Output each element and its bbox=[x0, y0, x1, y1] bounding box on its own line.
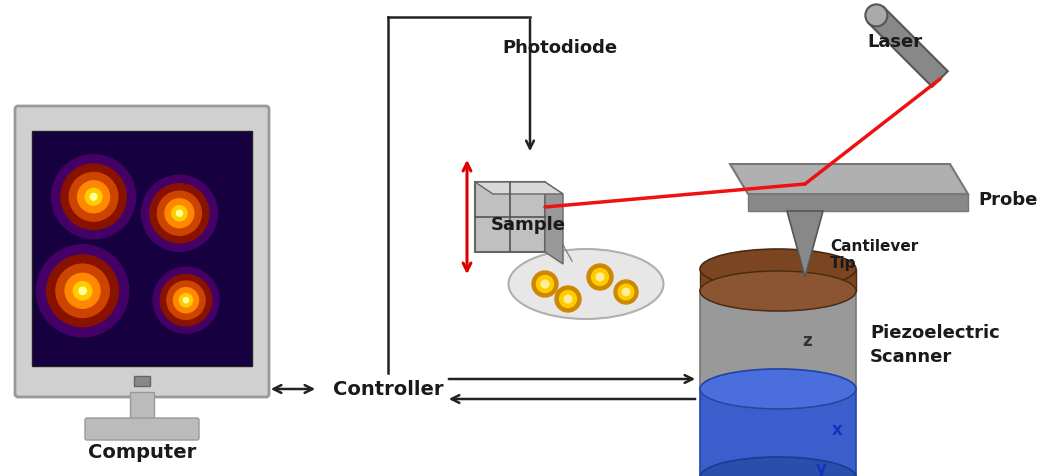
Circle shape bbox=[564, 296, 572, 303]
Circle shape bbox=[176, 211, 183, 217]
Text: Sample: Sample bbox=[491, 216, 565, 234]
Ellipse shape bbox=[700, 249, 856, 289]
Text: Computer: Computer bbox=[88, 443, 196, 462]
Bar bbox=[130, 392, 154, 422]
Text: y: y bbox=[816, 459, 827, 476]
Circle shape bbox=[559, 291, 577, 308]
Circle shape bbox=[865, 5, 887, 27]
Circle shape bbox=[85, 189, 102, 206]
Circle shape bbox=[618, 285, 634, 300]
Circle shape bbox=[172, 206, 187, 221]
Polygon shape bbox=[700, 269, 856, 291]
Ellipse shape bbox=[700, 369, 856, 409]
Circle shape bbox=[536, 276, 554, 293]
Circle shape bbox=[47, 256, 119, 327]
Circle shape bbox=[142, 176, 217, 252]
Ellipse shape bbox=[700, 369, 856, 409]
Bar bbox=[134, 376, 150, 386]
Circle shape bbox=[79, 288, 86, 295]
Polygon shape bbox=[475, 183, 563, 195]
Circle shape bbox=[90, 194, 97, 201]
Circle shape bbox=[153, 268, 219, 334]
Circle shape bbox=[61, 165, 126, 230]
FancyBboxPatch shape bbox=[15, 107, 269, 397]
Polygon shape bbox=[869, 9, 948, 88]
Polygon shape bbox=[475, 183, 545, 252]
Ellipse shape bbox=[700, 457, 856, 476]
Circle shape bbox=[51, 156, 135, 239]
Circle shape bbox=[150, 184, 209, 243]
Text: Controller: Controller bbox=[333, 380, 444, 399]
Polygon shape bbox=[545, 183, 563, 265]
Circle shape bbox=[69, 173, 117, 222]
Circle shape bbox=[587, 265, 613, 290]
Bar bbox=[700, 291, 856, 389]
Circle shape bbox=[614, 280, 638, 304]
Circle shape bbox=[179, 294, 193, 307]
Circle shape bbox=[165, 199, 194, 228]
Circle shape bbox=[173, 288, 198, 313]
Circle shape bbox=[555, 287, 581, 312]
Circle shape bbox=[160, 275, 212, 326]
Circle shape bbox=[592, 269, 608, 286]
Circle shape bbox=[73, 282, 92, 300]
Ellipse shape bbox=[700, 271, 856, 311]
Ellipse shape bbox=[509, 249, 664, 319]
FancyBboxPatch shape bbox=[85, 418, 199, 440]
Text: x: x bbox=[832, 420, 842, 438]
Circle shape bbox=[167, 281, 206, 320]
Polygon shape bbox=[787, 211, 823, 278]
Circle shape bbox=[184, 298, 189, 303]
Circle shape bbox=[596, 274, 604, 281]
Polygon shape bbox=[730, 165, 968, 195]
Bar bbox=[33, 132, 252, 366]
Text: Laser: Laser bbox=[868, 33, 922, 51]
Ellipse shape bbox=[700, 271, 856, 311]
Circle shape bbox=[541, 280, 549, 288]
Text: z: z bbox=[802, 331, 812, 349]
Bar bbox=[700, 389, 856, 476]
Circle shape bbox=[37, 245, 129, 337]
Circle shape bbox=[56, 265, 109, 318]
Circle shape bbox=[532, 271, 558, 298]
Circle shape bbox=[78, 181, 109, 213]
Text: Probe: Probe bbox=[978, 190, 1037, 208]
Circle shape bbox=[622, 289, 629, 296]
Text: Cantilever
Tip: Cantilever Tip bbox=[830, 238, 918, 271]
Text: Photodiode: Photodiode bbox=[502, 39, 618, 57]
Polygon shape bbox=[748, 195, 968, 211]
Text: Piezoelectric
Scanner: Piezoelectric Scanner bbox=[870, 324, 1000, 365]
Circle shape bbox=[65, 274, 100, 308]
Circle shape bbox=[157, 192, 201, 236]
